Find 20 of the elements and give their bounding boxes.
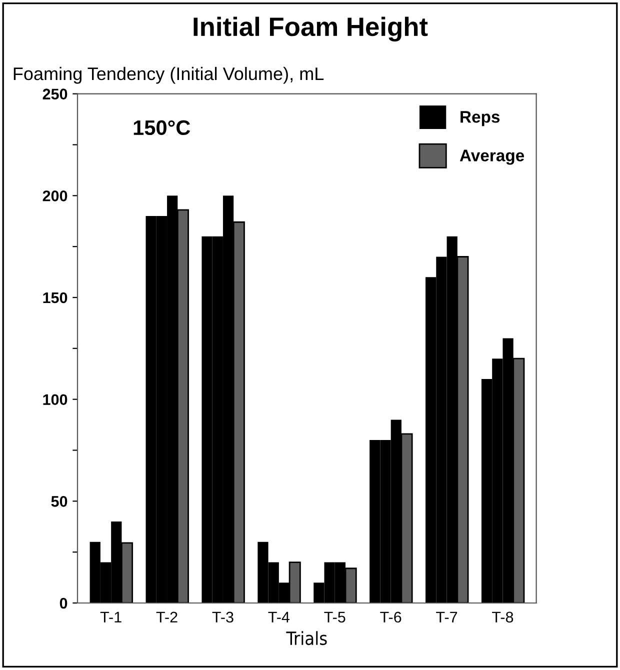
x-tick-label: T-4 bbox=[268, 612, 290, 622]
x-tick-label: T-5 bbox=[324, 612, 346, 623]
x-tick-label: T-1 bbox=[100, 612, 122, 622]
y-axis-title: Foaming Tendency (Initial Volume), mL bbox=[14, 66, 324, 84]
x-axis-title: Trials bbox=[286, 631, 327, 646]
y-tick-label: 100 bbox=[43, 394, 68, 406]
x-tick-label: T-3 bbox=[212, 612, 234, 623]
legend-label: Reps bbox=[460, 111, 500, 126]
x-tick-label: T-6 bbox=[380, 612, 402, 623]
x-tick-label: T-2 bbox=[156, 612, 178, 622]
y-tick-label: 0 bbox=[60, 598, 68, 609]
y-tick-label: 50 bbox=[51, 496, 68, 507]
legend-label: Average bbox=[460, 150, 524, 165]
y-tick-label: 250 bbox=[42, 88, 68, 100]
y-tick-label: 150 bbox=[43, 292, 68, 304]
x-tick-label: T-8 bbox=[492, 612, 514, 623]
x-tick-label: T-7 bbox=[436, 612, 458, 622]
chart-title: Initial Foam Height bbox=[194, 16, 428, 42]
y-tick-label: 200 bbox=[42, 190, 68, 202]
annotation: 150°C bbox=[134, 120, 190, 136]
